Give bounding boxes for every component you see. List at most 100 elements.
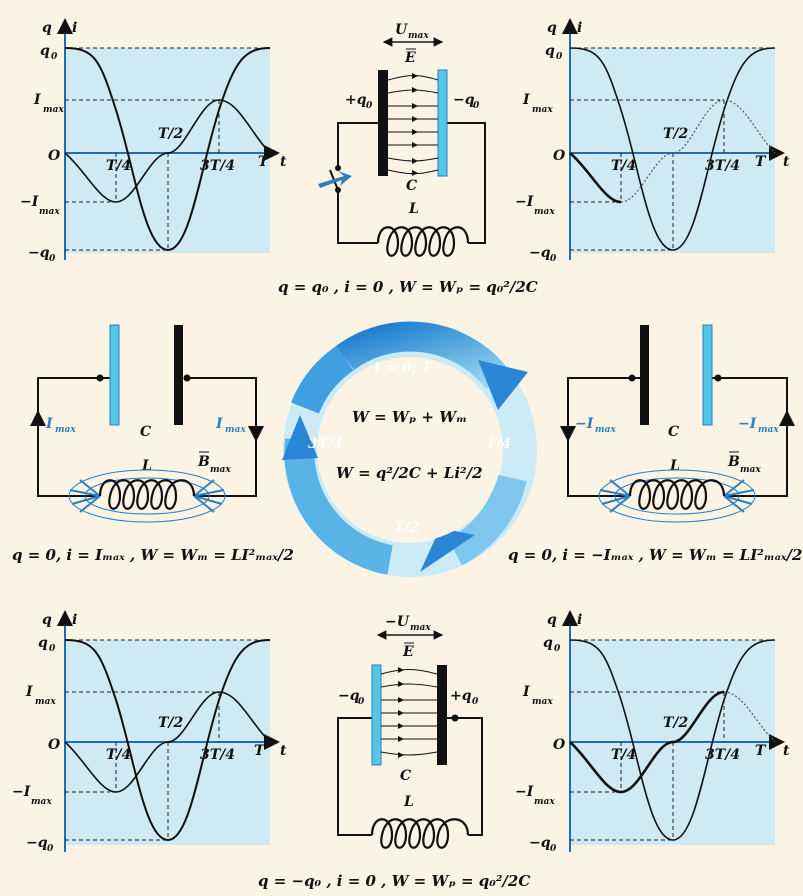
axis-i-label: i [72, 612, 77, 628]
tick-full: T [258, 154, 270, 170]
ring-arrow-half [447, 474, 527, 566]
q0-label: q [545, 43, 555, 59]
tick-half: T/2 [663, 715, 689, 731]
capacitor-plate-negative [437, 69, 448, 177]
plate-sub: 0 [473, 101, 480, 111]
current-label-left: I [45, 416, 53, 432]
energy-formula: W = q²/2C + Li²/2 [336, 464, 483, 482]
magnetic-field-line [84, 477, 210, 515]
current-label-left: −I [575, 416, 594, 432]
state-caption: q = q₀ , i = 0 , W = Wₚ = q₀²/2C [278, 278, 538, 296]
neg-imax-label: −I [20, 194, 39, 210]
plus-q0-label: +q [450, 688, 472, 704]
current-sub-left: max [595, 425, 616, 435]
origin-label: O [553, 148, 566, 164]
capacitor-label: C [400, 768, 411, 784]
axis-t-label: t [280, 743, 287, 759]
neg-q0-label: −q [529, 245, 551, 261]
current-curve-highlight [569, 690, 725, 794]
capacitor-plate-negative [371, 664, 382, 766]
charge-curve [64, 639, 271, 842]
cycle-three-quarter-label: 3T/4 [308, 436, 343, 452]
magnetic-field-line [68, 469, 226, 523]
ring-arrow-full [291, 345, 354, 415]
neg-q0-label: −q [529, 835, 551, 851]
ring-arrowhead-icon [420, 528, 475, 572]
tick-three-quarter: 3T/4 [200, 158, 235, 174]
current-curve-highlight [569, 152, 622, 204]
neg-imax-sub: max [534, 207, 555, 217]
axis-t-label: t [783, 743, 790, 759]
cycle-half-label: T/2 [394, 520, 420, 536]
current-curve [723, 691, 776, 743]
circuit-left: I max I max C L B max q = 0, i = Iₘₐₓ , … [12, 324, 294, 564]
capacitor-plate-left [109, 324, 120, 426]
current-curve [64, 99, 271, 203]
umax-sub: max [410, 623, 431, 633]
switch-contact [335, 165, 341, 171]
circuit-wire [337, 122, 486, 244]
inductor-label: L [403, 794, 414, 810]
neg-q0-label: −q [28, 245, 50, 261]
inductor-label: L [669, 458, 680, 474]
capacitor-label: C [668, 424, 679, 440]
cycle-start-label: t = 0; T [374, 360, 434, 376]
q0-sub: 0 [51, 52, 58, 62]
q0-sub: 0 [554, 644, 561, 654]
capacitor-plate-right [702, 324, 713, 426]
tick-three-quarter: 3T/4 [200, 747, 235, 763]
inductor-coil [628, 479, 726, 510]
inductor-label: L [408, 201, 419, 217]
axis-i-label: i [577, 20, 582, 36]
plate-sub: 0 [472, 697, 479, 707]
ring-inner-disc [318, 358, 502, 542]
tick-full: T [254, 743, 266, 759]
junction-dot [451, 714, 459, 722]
current-curve [620, 99, 776, 203]
imax-label: I [522, 684, 530, 700]
tick-half: T/2 [158, 126, 184, 142]
imax-sub: max [532, 105, 553, 115]
circuit-bottom: −U max E −q 0 +q 0 C L q = −q₀ , i = 0 ,… [258, 614, 530, 890]
tick-quarter: T/4 [106, 747, 131, 763]
plate-sub: 0 [358, 697, 365, 707]
graph-bottom-left: q i t O q 0 I max −I max −q 0 T/4 T/2 3T… [12, 610, 287, 854]
magnetic-field-line [614, 477, 740, 515]
cycle-quarter-label: T/4 [486, 436, 511, 452]
inductor-coil [370, 818, 470, 849]
axis-t-label: t [280, 154, 287, 170]
magnetic-field-line [598, 469, 756, 523]
minus-q0-label: −q [338, 688, 360, 704]
current-label-right: I [215, 416, 223, 432]
imax-label: I [522, 92, 530, 108]
tick-quarter: T/4 [611, 158, 636, 174]
field-arrows [398, 667, 404, 758]
neg-imax-sub: max [534, 797, 555, 807]
neg-imax-label: −I [515, 784, 534, 800]
umax-label: U [395, 22, 408, 38]
field-e-label: E [402, 644, 414, 660]
energy-total-formula: W = Wₚ + Wₘ [352, 408, 467, 426]
junction-dot [96, 374, 104, 382]
umax-sub: max [408, 31, 429, 41]
neg-q0-label: −q [26, 835, 48, 851]
field-lines [380, 669, 438, 756]
umax-label: −U [385, 614, 410, 630]
tick-quarter: T/4 [611, 747, 636, 763]
neg-q0-sub: 0 [550, 254, 557, 264]
minus-q0-label: −q [453, 92, 475, 108]
ring-arrow-three-quarter [284, 438, 394, 575]
state-caption: q = 0, i = −Iₘₐₓ , W = Wₘ = LI²ₘₐₓ/2 [508, 546, 802, 564]
q0-sub: 0 [556, 52, 563, 62]
field-burst-icon [69, 479, 225, 513]
imax-sub: max [35, 697, 56, 707]
field-b-sub: max [210, 465, 231, 475]
charge-curve [64, 47, 271, 252]
capacitor-plate-right [174, 325, 183, 425]
tick-three-quarter: 3T/4 [705, 747, 740, 763]
field-b-label: B [197, 454, 210, 470]
axis-q-label: q [547, 612, 557, 628]
current-label-right: −I [738, 416, 757, 432]
tick-quarter: T/4 [106, 158, 131, 174]
